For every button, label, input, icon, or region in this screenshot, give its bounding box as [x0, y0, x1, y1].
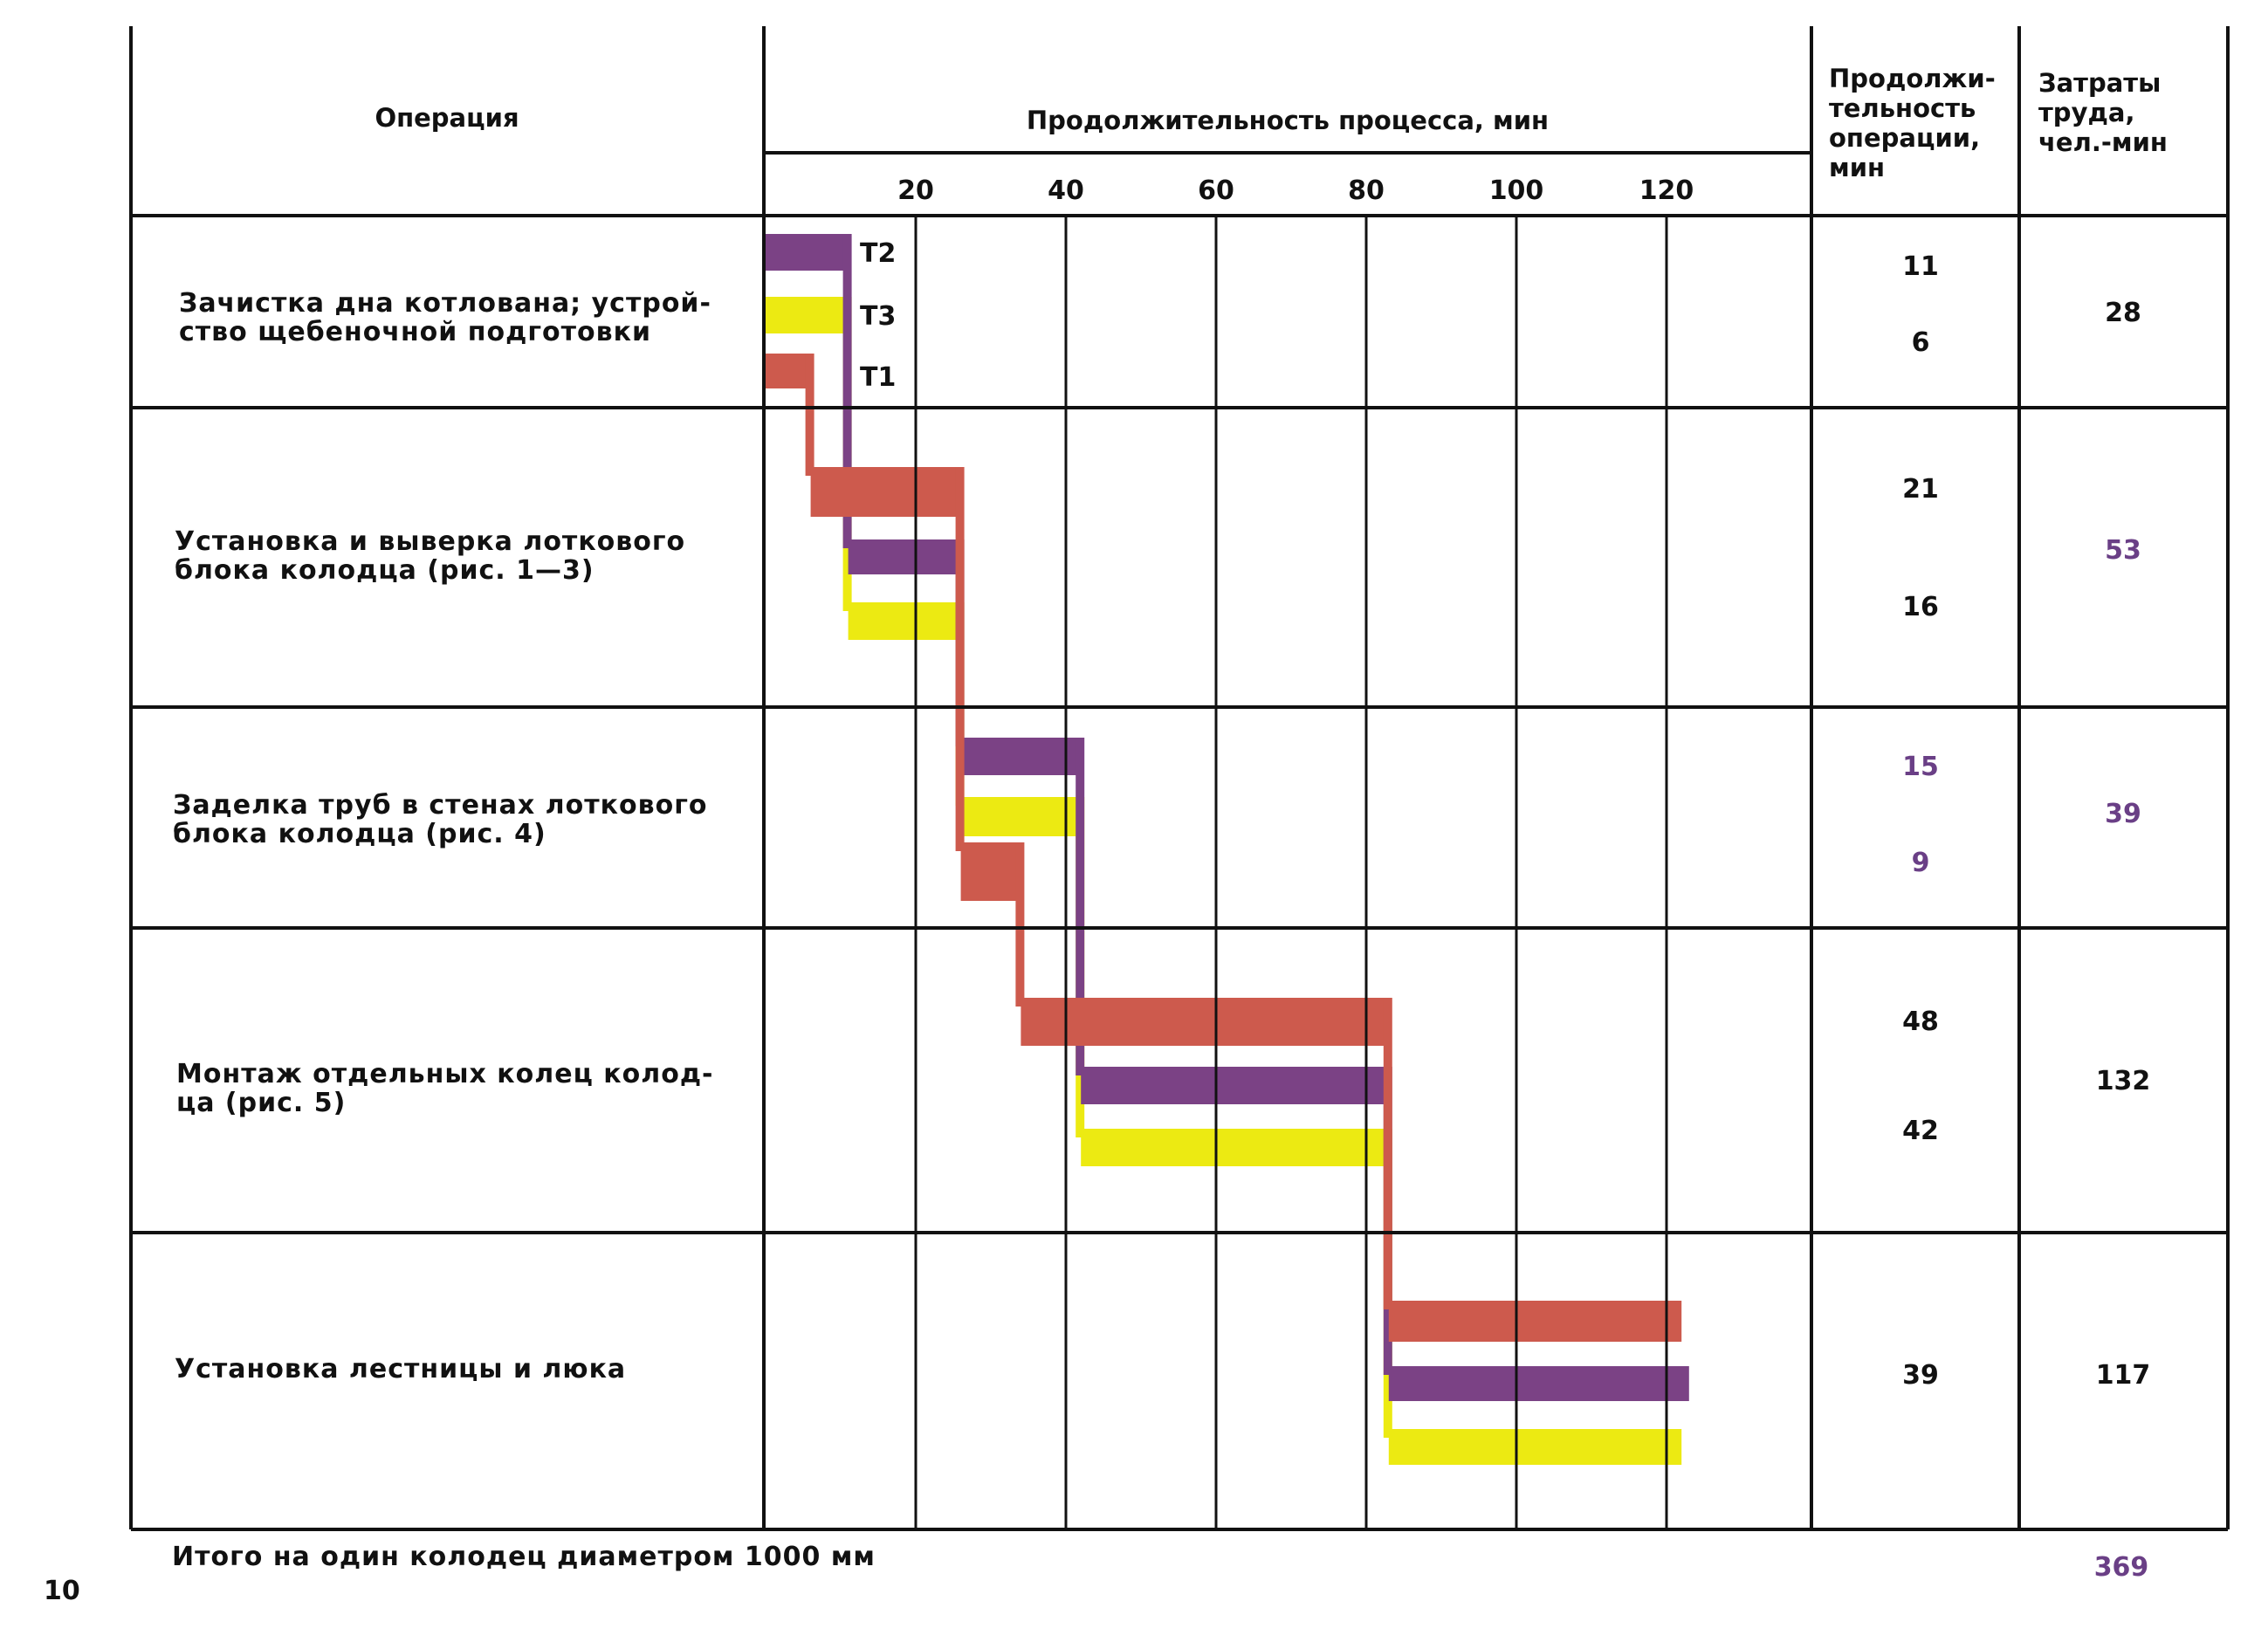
op-duration-value: 9	[1912, 848, 1930, 878]
connector-Т2-3	[1076, 738, 1085, 1075]
operation-name-5: Установка лестницы и люка	[175, 1354, 626, 1384]
bar-Т1-op1	[766, 354, 811, 388]
connector-Т1-3	[1015, 842, 1025, 1007]
operation-name-1: ство щебеночной подготовки	[179, 317, 651, 347]
page-number: 10	[44, 1576, 80, 1606]
series-label-Т3: Т3	[860, 301, 896, 332]
bar-Т1-op2	[810, 467, 961, 517]
bar-Т3-op5	[1388, 1429, 1682, 1465]
labor-value: 39	[2105, 799, 2141, 829]
bar-Т2-op5	[1388, 1366, 1689, 1401]
total-value: 369	[2094, 1552, 2149, 1583]
op-duration-value: 11	[1902, 251, 1939, 282]
op-duration-value: 48	[1902, 1007, 1939, 1037]
x-tick-label: 40	[1048, 175, 1084, 206]
labor-value: 117	[2096, 1360, 2151, 1391]
operation-name-2: блока колодца (рис. 1—3)	[175, 555, 594, 586]
bar-Т3-op4	[1081, 1129, 1389, 1166]
operation-name-3: блока колодца (рис. 4)	[173, 819, 546, 849]
op-duration-header: тельность	[1829, 93, 1976, 123]
connector-Т1-2	[955, 467, 965, 851]
labor-value: 28	[2105, 298, 2141, 328]
x-tick-label: 120	[1639, 175, 1694, 206]
op-duration-value: 42	[1902, 1116, 1939, 1146]
x-tick-label: 20	[897, 175, 934, 206]
x-tick-label: 80	[1348, 175, 1385, 206]
total-label: Итого на один колодец диаметром 1000 мм	[172, 1542, 876, 1572]
process-duration-header: Продолжительность процесса, мин	[1027, 106, 1549, 135]
x-tick-label: 100	[1489, 175, 1544, 206]
series-label-Т2: Т2	[860, 238, 896, 269]
operation-header: Операция	[375, 103, 519, 133]
op-duration-value: 15	[1902, 752, 1939, 782]
labor-header: чел.-мин	[2038, 127, 2168, 157]
bar-Т2-op3	[960, 738, 1082, 775]
op-duration-header: Продолжи-	[1829, 64, 1996, 93]
labor-header: труда,	[2038, 98, 2134, 127]
bar-Т2-op1	[766, 234, 849, 271]
bar-Т3-op3	[960, 797, 1082, 836]
connector-Т1-1	[805, 354, 814, 476]
labor-header: Затраты	[2038, 68, 2161, 98]
bar-Т1-op3	[960, 842, 1021, 901]
op-duration-value: 6	[1912, 327, 1930, 358]
operation-name-4: Монтаж отдельных колец колод-	[176, 1059, 714, 1089]
bar-Т1-op4	[1021, 998, 1389, 1046]
bar-Т2-op2	[848, 539, 961, 574]
op-duration-value: 16	[1902, 592, 1939, 622]
series-label-Т1: Т1	[860, 362, 896, 393]
x-tick-label: 60	[1198, 175, 1234, 206]
op-duration-header: мин	[1829, 153, 1885, 182]
operation-name-2: Установка и выверка лоткового	[175, 526, 685, 557]
bar-Т1-op5	[1388, 1301, 1682, 1342]
op-duration-header: операции,	[1829, 123, 1980, 153]
operation-name-3: Заделка труб в стенах лоткового	[173, 790, 708, 821]
connector-Т1-4	[1383, 998, 1392, 1309]
bar-Т3-op1	[766, 297, 849, 333]
bar-Т3-op2	[848, 602, 961, 640]
operation-name-1: Зачистка дна котлована; устрой-	[179, 288, 711, 319]
bar-Т2-op4	[1081, 1067, 1389, 1104]
op-duration-value: 21	[1902, 474, 1939, 505]
op-duration-value: 39	[1902, 1360, 1939, 1391]
operation-name-4: ца (рис. 5)	[176, 1088, 346, 1118]
labor-value: 53	[2105, 535, 2141, 566]
labor-value: 132	[2096, 1066, 2151, 1096]
connector-Т2-1	[842, 234, 852, 548]
